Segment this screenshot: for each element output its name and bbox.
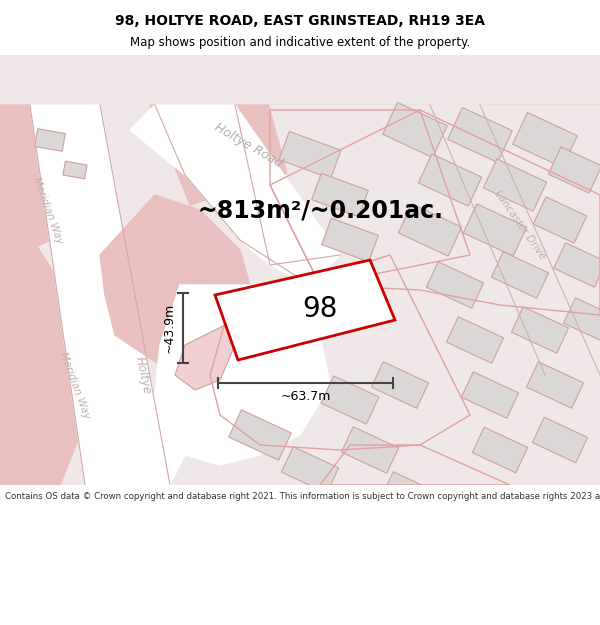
Polygon shape bbox=[155, 285, 330, 465]
Polygon shape bbox=[100, 195, 250, 365]
Text: 98: 98 bbox=[302, 295, 337, 322]
Polygon shape bbox=[532, 417, 587, 463]
Polygon shape bbox=[30, 105, 170, 485]
Polygon shape bbox=[150, 105, 600, 205]
Text: Lancaster Drive: Lancaster Drive bbox=[493, 189, 548, 261]
Polygon shape bbox=[472, 427, 527, 473]
Polygon shape bbox=[312, 173, 368, 217]
Polygon shape bbox=[446, 317, 503, 363]
Polygon shape bbox=[484, 159, 547, 211]
Text: ~43.9m: ~43.9m bbox=[163, 303, 176, 353]
Text: Meridian Way: Meridian Way bbox=[58, 350, 92, 420]
Polygon shape bbox=[322, 218, 378, 262]
Polygon shape bbox=[229, 410, 291, 460]
Text: Meridian Way: Meridian Way bbox=[31, 175, 65, 245]
Polygon shape bbox=[533, 197, 587, 243]
Polygon shape bbox=[526, 362, 584, 408]
Polygon shape bbox=[512, 112, 577, 168]
Polygon shape bbox=[130, 105, 340, 285]
Text: ~813m²/~0.201ac.: ~813m²/~0.201ac. bbox=[197, 198, 443, 222]
Polygon shape bbox=[563, 298, 600, 343]
Polygon shape bbox=[35, 129, 65, 151]
Polygon shape bbox=[200, 105, 600, 485]
Polygon shape bbox=[371, 362, 428, 408]
Polygon shape bbox=[175, 325, 235, 390]
Polygon shape bbox=[461, 372, 518, 418]
Polygon shape bbox=[63, 161, 87, 179]
Polygon shape bbox=[341, 427, 398, 473]
Polygon shape bbox=[511, 307, 569, 353]
Polygon shape bbox=[427, 262, 484, 308]
Polygon shape bbox=[0, 105, 80, 485]
Polygon shape bbox=[491, 252, 548, 298]
Polygon shape bbox=[463, 204, 527, 256]
Polygon shape bbox=[548, 147, 600, 193]
Polygon shape bbox=[554, 242, 600, 288]
Polygon shape bbox=[0, 105, 95, 255]
Text: 98, HOLTYE ROAD, EAST GRINSTEAD, RH19 3EA: 98, HOLTYE ROAD, EAST GRINSTEAD, RH19 3E… bbox=[115, 14, 485, 28]
Polygon shape bbox=[398, 204, 461, 256]
Polygon shape bbox=[215, 260, 395, 360]
Text: Holtye: Holtye bbox=[133, 355, 154, 395]
Polygon shape bbox=[383, 102, 448, 158]
Text: Map shows position and indicative extent of the property.: Map shows position and indicative extent… bbox=[130, 36, 470, 49]
Polygon shape bbox=[279, 131, 341, 179]
Polygon shape bbox=[448, 107, 512, 162]
Polygon shape bbox=[281, 447, 338, 493]
Text: Contains OS data © Crown copyright and database right 2021. This information is : Contains OS data © Crown copyright and d… bbox=[5, 492, 600, 501]
Text: Holtye Road: Holtye Road bbox=[212, 120, 284, 170]
Polygon shape bbox=[100, 270, 240, 485]
Polygon shape bbox=[430, 105, 600, 375]
Polygon shape bbox=[321, 376, 379, 424]
Polygon shape bbox=[382, 472, 439, 518]
Polygon shape bbox=[418, 154, 482, 206]
Text: ~63.7m: ~63.7m bbox=[280, 391, 331, 404]
